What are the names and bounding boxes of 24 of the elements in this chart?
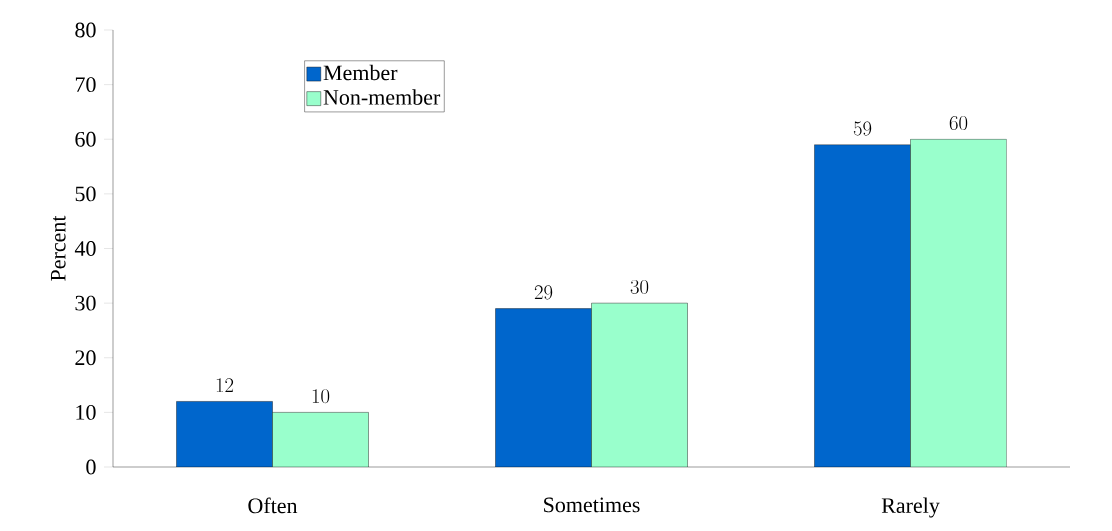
x-tick-label: Rarely bbox=[881, 497, 940, 518]
legend-label: Member bbox=[323, 64, 398, 81]
y-axis-title: Percent bbox=[50, 215, 66, 281]
data-label: 12 bbox=[216, 378, 234, 392]
y-tick-label: 0 bbox=[86, 459, 96, 475]
y-tick-label: 30 bbox=[75, 295, 96, 311]
data-label: 60 bbox=[949, 116, 968, 131]
y-tick-label: 10 bbox=[76, 404, 96, 420]
y-tick-label: 20 bbox=[75, 350, 96, 366]
y-tick-label: 50 bbox=[75, 186, 96, 202]
legend-label: Non-member bbox=[323, 89, 441, 105]
data-label: 29 bbox=[534, 285, 553, 300]
bar bbox=[495, 308, 592, 467]
y-tick-label: 60 bbox=[75, 131, 96, 147]
y-tick-label: 40 bbox=[74, 241, 96, 256]
x-tick-label: Sometimes bbox=[544, 497, 640, 513]
data-label: 30 bbox=[630, 279, 649, 294]
data-label: 10 bbox=[312, 389, 330, 404]
data-label: 59 bbox=[853, 121, 872, 136]
y-tick-label: 80 bbox=[75, 22, 96, 38]
x-tick-label: Often bbox=[248, 497, 298, 514]
bar bbox=[176, 401, 273, 467]
bar bbox=[814, 144, 911, 467]
y-tick-label: 70 bbox=[75, 77, 96, 93]
